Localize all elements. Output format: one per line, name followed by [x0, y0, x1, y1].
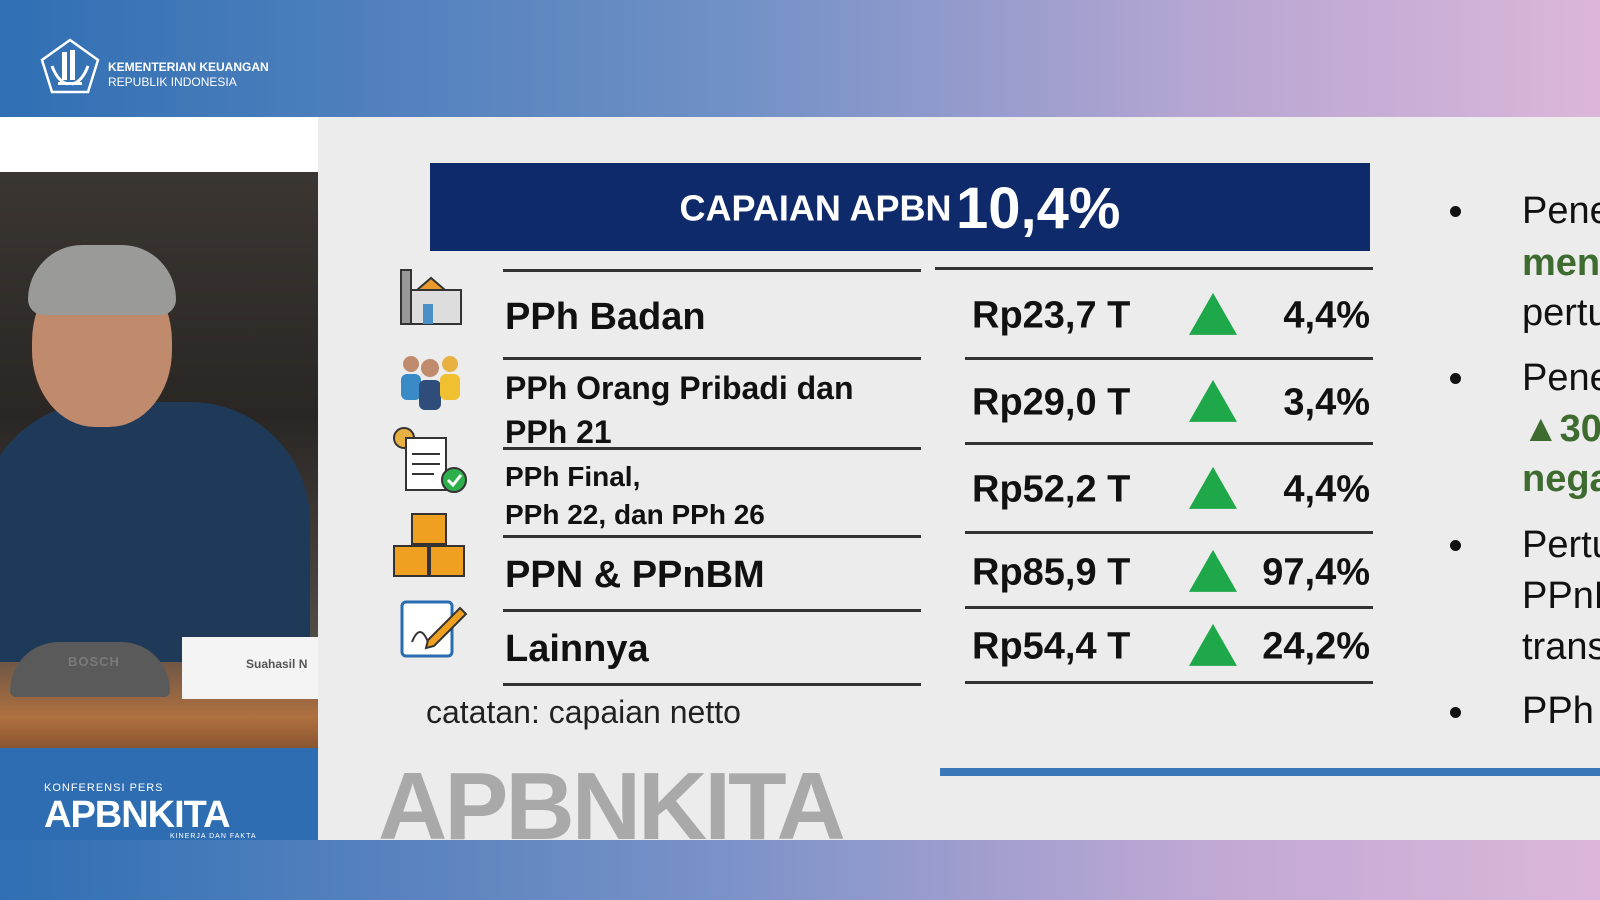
bullet-text-highlight: ▲30 [1522, 408, 1600, 450]
divider [965, 531, 1373, 534]
speaker-body [0, 402, 310, 662]
bullet-dot [1450, 373, 1461, 384]
up-arrow-icon [1189, 623, 1237, 666]
up-arrow-icon [1189, 466, 1237, 509]
label-line: PPh 22, dan PPh 26 [505, 499, 765, 530]
nameplate: Suahasil N [182, 637, 318, 699]
factory-icon [400, 269, 462, 325]
divider [503, 535, 921, 538]
label-line: PPh Orang Pribadi dan [505, 370, 854, 406]
people-icon [401, 356, 460, 410]
slide-note: catatan: capaian netto [426, 694, 741, 730]
divider [935, 267, 1373, 270]
up-arrow-icon [1189, 379, 1237, 422]
divider [503, 447, 921, 450]
org-line2: REPUBLIK INDONESIA [108, 75, 237, 89]
row-label-pph-badan: PPh Badan [505, 296, 706, 338]
title-prefix: CAPAIAN APBN [679, 187, 952, 229]
divider [503, 609, 921, 612]
row-value: Rp29,0 T [972, 381, 1131, 424]
bullet-dot [1450, 540, 1461, 551]
divider [965, 681, 1373, 684]
row-label-pph-op: PPh Orang Pribadi dan PPh 21 [505, 366, 854, 454]
divider [965, 606, 1373, 609]
up-arrow-icon [1189, 549, 1237, 592]
org-line1: KEMENTERIAN KEUANGAN [108, 60, 269, 74]
notepad-pencil-icon [400, 600, 468, 658]
bullet-text: PPh [1522, 690, 1594, 732]
accent-line [940, 768, 1600, 776]
row-percent: 4,4% [1283, 468, 1370, 511]
event-label: KONFERENSI PERS [44, 782, 164, 794]
slide-title: CAPAIAN APBN 10,4% [430, 163, 1370, 251]
bullet-text: pertu [1522, 292, 1600, 334]
bullet-text: Pene [1522, 357, 1600, 399]
bullet-text-highlight: nega [1522, 458, 1600, 500]
nameplate-text: Suahasil N [246, 657, 308, 671]
row-value: Rp85,9 T [972, 551, 1131, 594]
bullet-text: Pertu [1522, 524, 1600, 566]
boxes-icon [393, 513, 465, 577]
speaker-hair [28, 245, 176, 315]
row-percent: 97,4% [1262, 551, 1370, 594]
header-banner: KEMENTERIAN KEUANGAN REPUBLIK INDONESIA [0, 0, 1600, 117]
ministry-name: KEMENTERIAN KEUANGAN REPUBLIK INDONESIA [108, 60, 269, 90]
bullet-text: PPnE [1522, 575, 1600, 617]
label-line: PPh Final, [505, 461, 641, 492]
row-percent: 24,2% [1262, 625, 1370, 668]
event-name: APBNKITA [44, 794, 231, 836]
speaker-video: BOSCH Suahasil N [0, 117, 318, 748]
divider [965, 357, 1373, 360]
up-arrow-icon [1189, 292, 1237, 335]
divider [965, 442, 1373, 445]
label-line: PPh 21 [505, 414, 612, 450]
divider [503, 269, 921, 272]
footer-banner [0, 840, 1600, 900]
row-value: Rp54,4 T [972, 625, 1131, 668]
bullet-dot [1450, 707, 1461, 718]
mic-brand: BOSCH [68, 654, 120, 669]
row-percent: 3,4% [1283, 381, 1370, 424]
row-value: Rp52,2 T [972, 468, 1131, 511]
bullet-dot [1450, 206, 1461, 217]
row-label-ppn: PPN & PPnBM [505, 554, 765, 596]
bullet-text-highlight: menc [1522, 242, 1600, 284]
divider [503, 683, 921, 686]
event-branding: KONFERENSI PERS APBNKITA KINERJA DAN FAK… [0, 748, 318, 840]
bullet-text: Pene [1522, 190, 1600, 232]
row-label-pph-final: PPh Final, PPh 22, dan PPh 26 [505, 458, 765, 534]
bullet-text: trans [1522, 626, 1600, 668]
row-value: Rp23,7 T [972, 294, 1131, 337]
document-check-icon [393, 427, 467, 493]
row-label-lainnya: Lainnya [505, 628, 649, 670]
microphone-base: BOSCH [10, 642, 170, 697]
ministry-logo [40, 38, 100, 94]
divider [503, 357, 921, 360]
event-tagline: KINERJA DAN FAKTA [170, 833, 257, 840]
row-percent: 4,4% [1283, 294, 1370, 337]
title-value: 10,4% [956, 176, 1121, 241]
